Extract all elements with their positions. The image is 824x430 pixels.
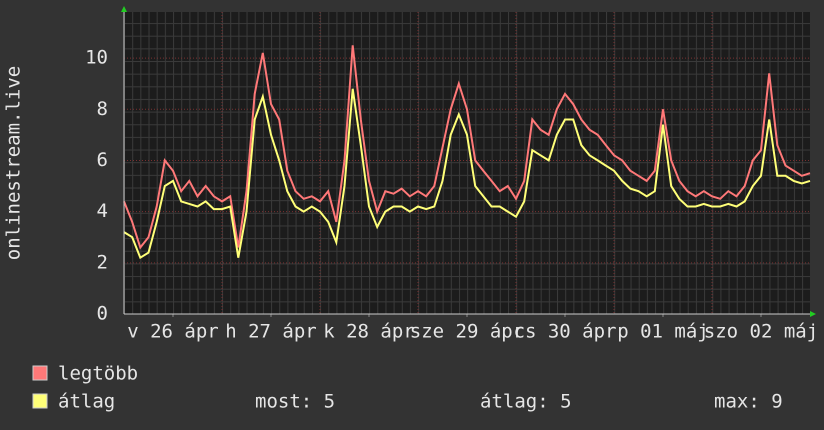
axis-arrow — [121, 6, 127, 12]
y-axis-label: onlinestream.live — [3, 66, 25, 260]
legend-swatch — [32, 365, 48, 381]
stat: max: 9 — [714, 391, 783, 413]
legend-label: átlag — [58, 391, 115, 413]
day-grid — [221, 12, 713, 314]
y-tick-label: 6 — [97, 149, 108, 171]
x-tick-label: szo 02 máj — [704, 321, 818, 343]
legend-swatch — [32, 393, 48, 409]
y-tick-label: 8 — [97, 98, 108, 120]
y-tick-label: 10 — [85, 47, 108, 69]
y-tick-label: 2 — [97, 251, 108, 273]
series-line — [123, 88, 811, 260]
x-tick-label: h 27 ápr — [225, 321, 317, 343]
minor-grid — [124, 12, 810, 314]
x-tick-label: v 26 ápr — [127, 321, 219, 343]
x-tick-label: p 01 máj — [617, 321, 709, 343]
y-tick-label: 4 — [97, 200, 108, 222]
series-line — [123, 45, 811, 250]
y-tick-label: 0 — [97, 303, 108, 325]
legend-label: legtöbb — [58, 363, 138, 385]
axis-arrow — [810, 311, 816, 317]
x-tick-label: sze 29 ápr — [410, 321, 524, 343]
stat: átlag: 5 — [480, 391, 572, 413]
x-tick-label: cs 30 ápr — [514, 321, 617, 343]
stat: most: 5 — [255, 391, 335, 413]
x-tick-label: k 28 ápr — [323, 321, 415, 343]
